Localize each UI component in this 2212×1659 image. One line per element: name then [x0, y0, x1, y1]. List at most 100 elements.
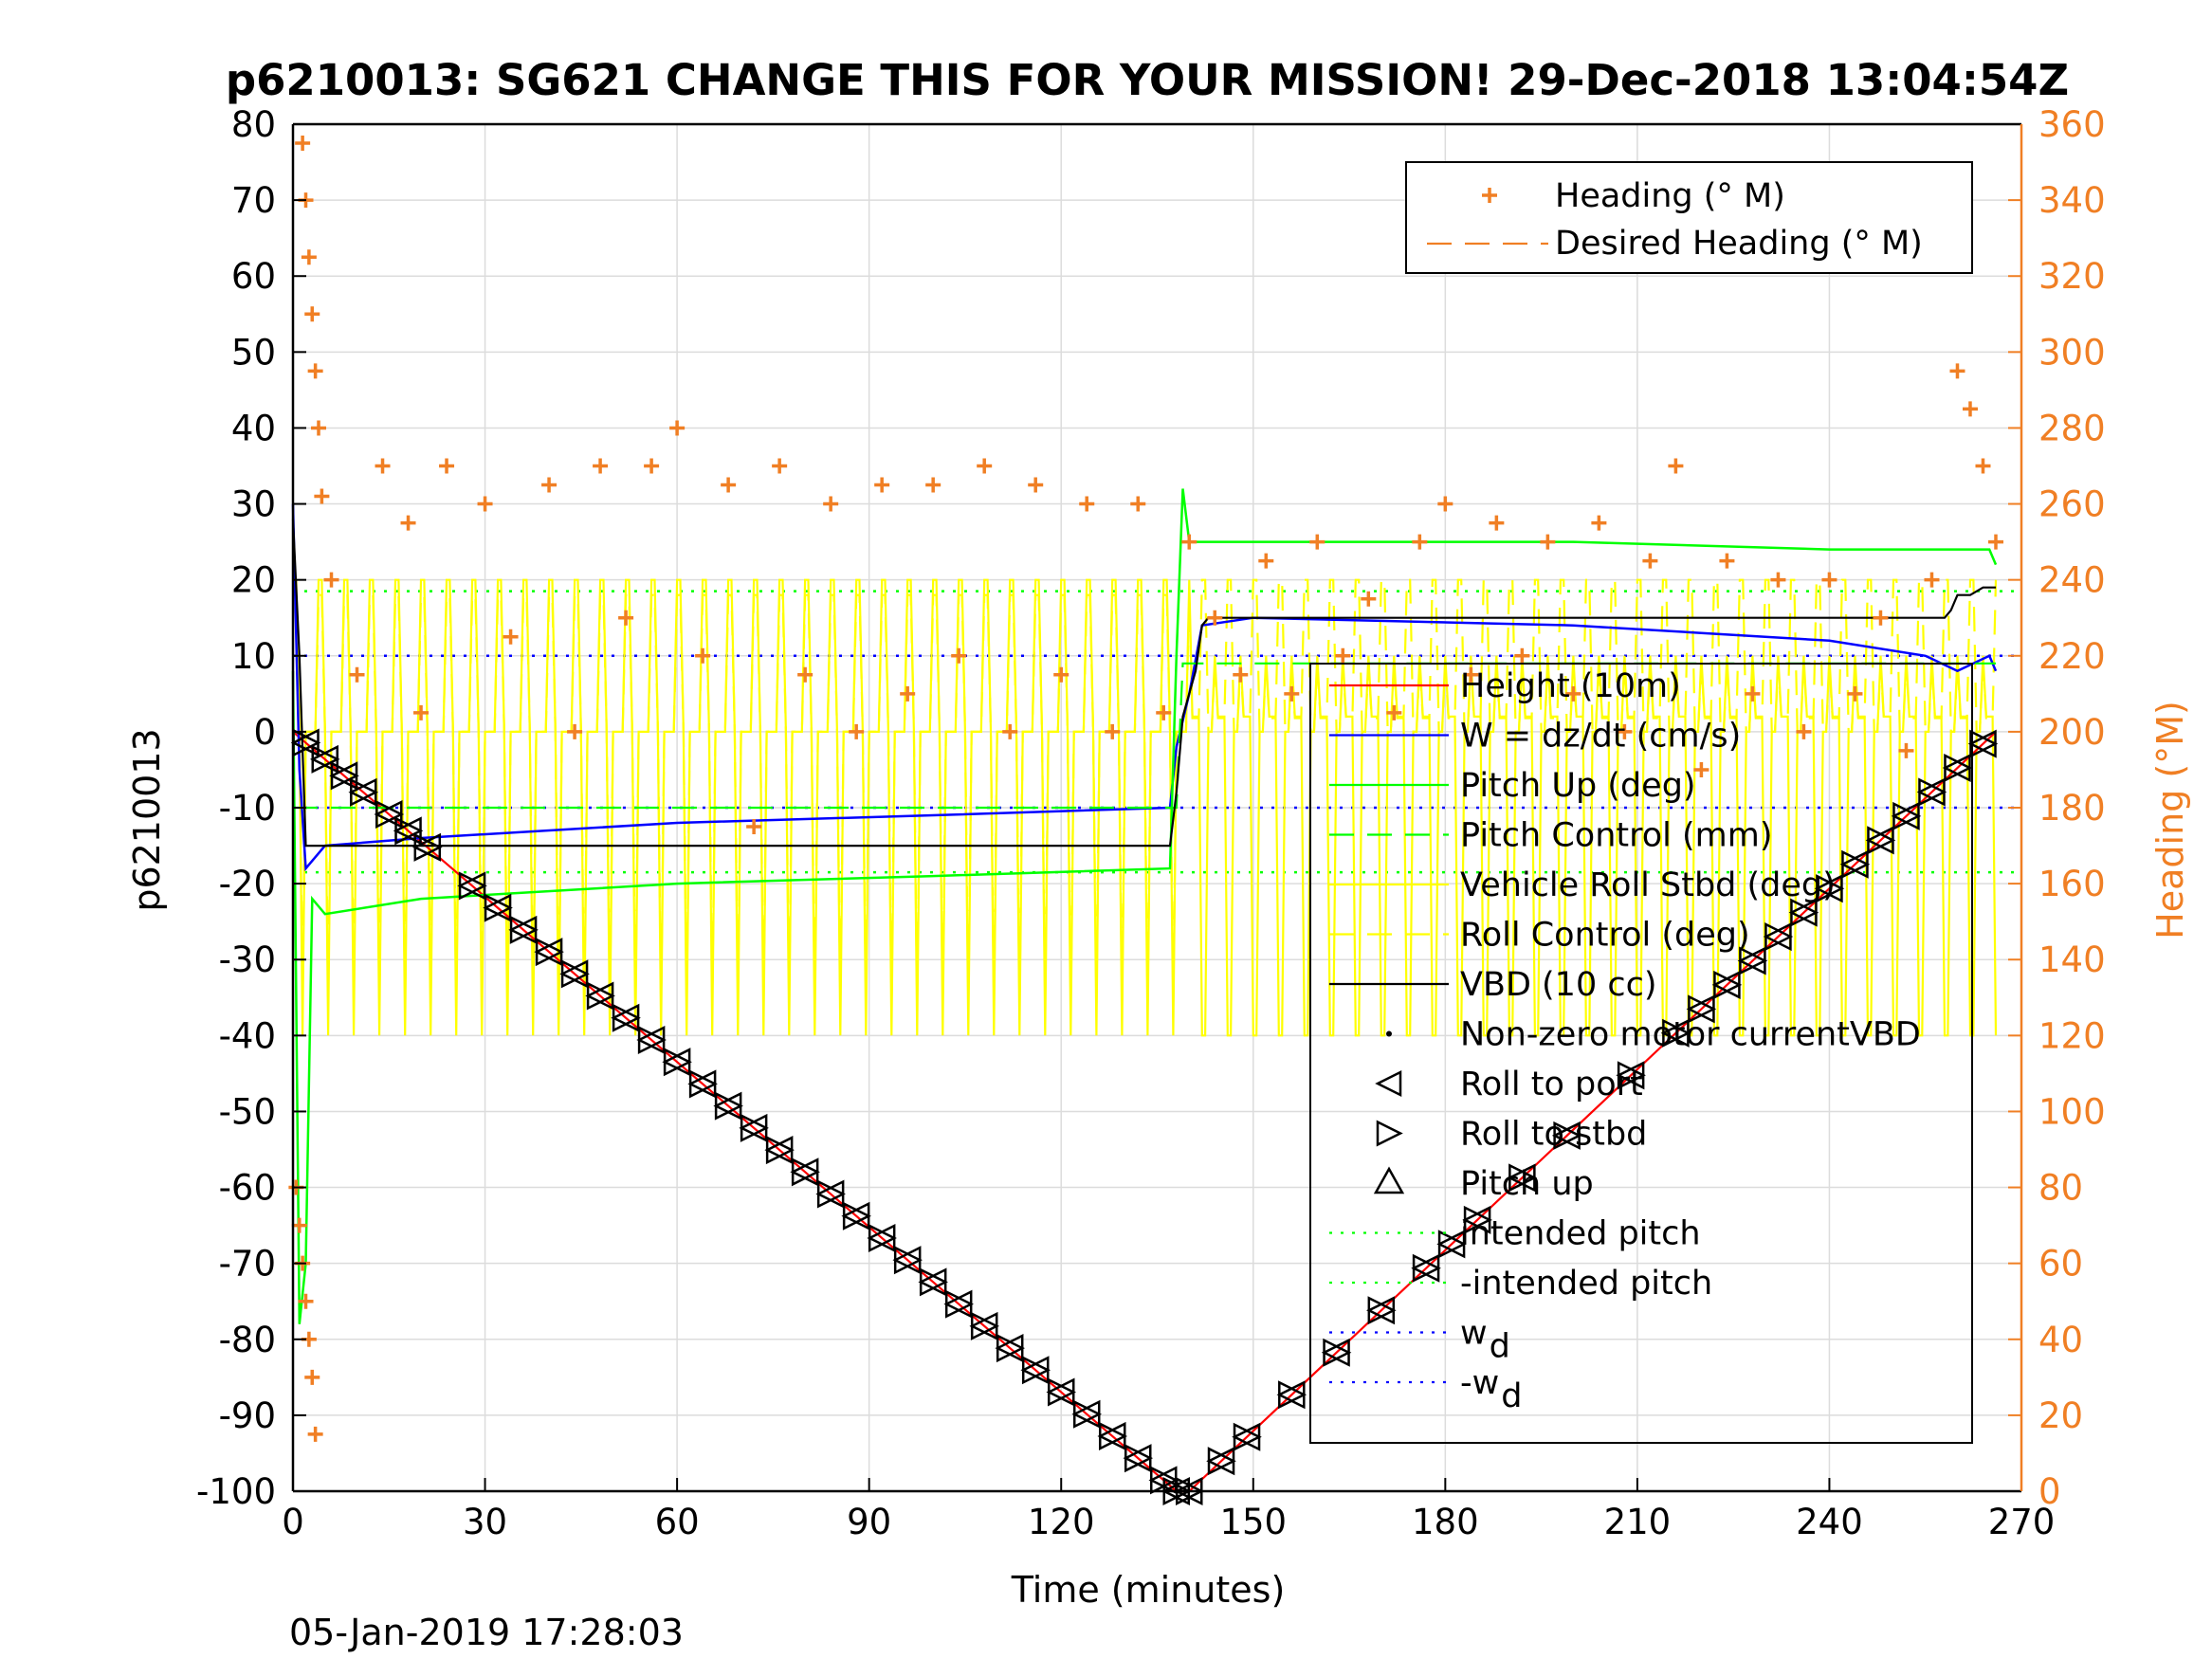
x-tick-label: 30: [463, 1502, 507, 1542]
roll-to-stbd-marker: [1918, 777, 1947, 807]
y-tick-label: -70: [219, 1244, 276, 1285]
roll-to-stbd-marker: [330, 761, 359, 791]
heading-marker: [1949, 363, 1965, 379]
roll-to-stbd-marker: [765, 1136, 795, 1165]
y-right-tick-label: 0: [2038, 1471, 2061, 1512]
heading-marker: [1591, 515, 1607, 531]
heading-marker: [1335, 647, 1351, 664]
x-tick-label: 180: [1412, 1502, 1479, 1542]
legend-main-text: Height (10m): [1460, 667, 1681, 705]
y-right-tick-label: 280: [2038, 408, 2106, 448]
heading-marker: [1233, 666, 1249, 683]
heading-marker: [1821, 572, 1837, 588]
y-right-tick-label: 320: [2038, 256, 2106, 297]
roll-to-stbd-marker: [1662, 1018, 1691, 1048]
y-right-tick-label: 300: [2038, 332, 2106, 373]
legend-main-text: Pitch Control (mm): [1460, 817, 1772, 855]
pitch-up-line: [291, 488, 1998, 1324]
heading-marker: [1463, 666, 1479, 683]
heading-marker: [567, 723, 583, 739]
heading-marker: [874, 477, 890, 493]
heading-marker: [1847, 685, 1863, 702]
roll-to-stbd-marker: [1688, 994, 1717, 1024]
heading-marker: [1617, 723, 1633, 739]
roll-to-stbd-marker: [1713, 970, 1743, 999]
heading-marker: [301, 249, 317, 265]
y-tick-label: -40: [219, 1015, 276, 1056]
heading-marker: [1309, 534, 1325, 550]
legend-roll-stbd-swatch: [1376, 1120, 1403, 1147]
y-tick-label: 60: [231, 256, 276, 297]
heading-marker: [323, 572, 339, 588]
roll-to-stbd-marker: [1021, 1356, 1051, 1385]
legend-roll-port-swatch: [1375, 1069, 1402, 1098]
roll-to-stbd-marker: [350, 777, 379, 807]
roll-to-stbd-marker: [1816, 874, 1845, 903]
heading-marker: [1962, 401, 1978, 417]
footer-timestamp: 05-Jan-2019 17:28:03: [289, 1612, 684, 1653]
heading-marker: [951, 647, 967, 664]
y-right-tick-label: 260: [2038, 484, 2106, 525]
y-right-tick-label: 200: [2038, 712, 2106, 753]
x-tick-label: 150: [1219, 1502, 1287, 1542]
heading-marker: [618, 610, 634, 626]
heading-marker: [1796, 723, 1812, 739]
heading-marker: [311, 420, 327, 436]
y-tick-label: -100: [196, 1471, 276, 1512]
y-tick-label: -80: [219, 1320, 276, 1360]
roll-to-stbd-marker: [1739, 946, 1768, 975]
y-tick-label: 10: [231, 636, 276, 677]
y-tick-label: 20: [231, 560, 276, 601]
heading-marker: [1873, 610, 1889, 626]
heading-marker: [400, 515, 416, 531]
y-right-tick-label: 100: [2038, 1091, 2106, 1132]
heading-marker: [1719, 553, 1735, 569]
roll-to-stbd-marker: [509, 915, 539, 944]
legend-main-text: Non-zero motor currentVBD: [1460, 1016, 1921, 1054]
roll-to-stbd-marker: [1072, 1399, 1103, 1429]
roll-series-line: [293, 578, 1998, 1037]
y-right-tick-label: 80: [2038, 1168, 2083, 1209]
legend-main-text: W = dz/dt (cm/s): [1460, 718, 1741, 756]
legend-top-box: [1405, 161, 1973, 274]
x-tick-label: 60: [655, 1502, 700, 1542]
y-right-tick-label: 220: [2038, 636, 2106, 677]
roll-to-stbd-marker: [842, 1201, 871, 1231]
heading-marker: [772, 458, 788, 474]
legend-top-text: Heading (° M): [1555, 177, 1785, 215]
heading-marker: [439, 458, 455, 474]
y-right-tick-label: 180: [2038, 788, 2106, 829]
roll-to-stbd-marker: [944, 1289, 974, 1319]
heading-marker: [1770, 572, 1786, 588]
y-right-tick-label: 40: [2038, 1320, 2083, 1360]
roll-to-stbd-marker: [1841, 849, 1871, 879]
heading-marker: [900, 685, 916, 702]
x-tick-label: 120: [1028, 1502, 1095, 1542]
legend-main-text: Roll to port: [1460, 1066, 1643, 1103]
roll-to-stbd-marker: [1508, 1163, 1538, 1193]
y-axis-label: p6210013: [126, 728, 168, 911]
heading-marker: [503, 629, 519, 645]
legend-main-box: [1309, 663, 1973, 1444]
y-tick-label: 50: [231, 332, 276, 373]
heading-marker: [413, 704, 430, 720]
heading-marker: [925, 477, 941, 493]
heading-marker: [1105, 723, 1121, 739]
heading-marker: [1361, 591, 1377, 607]
heading-marker: [644, 458, 660, 474]
roll-to-stbd-marker: [1233, 1422, 1262, 1451]
heading-marker: [1693, 761, 1709, 777]
heading-marker: [1924, 572, 1940, 588]
legend-top: Heading (° M) Desired Heading (° M): [1405, 161, 1973, 274]
roll-to-stbd-marker: [535, 938, 564, 967]
roll-to-stbd-marker: [663, 1048, 692, 1077]
pitch-control-line: [293, 662, 1996, 810]
roll-to-stbd-marker: [1412, 1253, 1441, 1283]
y-right-tick-label: 140: [2038, 939, 2106, 980]
heading-marker: [304, 1369, 320, 1385]
y-tick-label: -50: [219, 1091, 276, 1132]
heading-marker: [1284, 685, 1300, 702]
roll-to-stbd-marker: [1553, 1121, 1582, 1150]
series-layer: [288, 136, 2021, 1506]
